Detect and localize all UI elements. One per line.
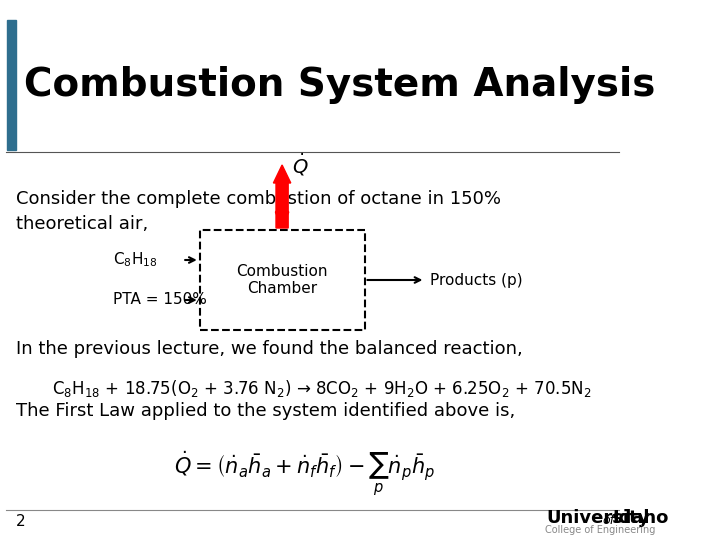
Text: 2: 2 [16,515,25,530]
Text: College of Engineering: College of Engineering [545,525,655,535]
Text: $\dot{Q}$: $\dot{Q}$ [292,151,309,178]
Text: of: of [603,514,614,526]
Text: $\dot{Q} = \left(\dot{n}_a\bar{h}_a + \dot{n}_f\bar{h}_f\right) - \sum_p \dot{n}: $\dot{Q} = \left(\dot{n}_a\bar{h}_a + \d… [174,450,435,498]
Text: Combustion System Analysis: Combustion System Analysis [24,66,656,104]
Text: Combustion
Chamber: Combustion Chamber [236,264,328,296]
Text: $\mathregular{C_8H_{18}}$: $\mathregular{C_8H_{18}}$ [113,251,157,269]
Text: In the previous lecture, we found the balanced reaction,: In the previous lecture, we found the ba… [16,340,523,358]
Text: $\mathregular{C_8H_{18}}$ + 18.75($\mathregular{O_2}$ + 3.76 $\mathregular{N_2}$: $\mathregular{C_8H_{18}}$ + 18.75($\math… [52,378,592,399]
Text: PTA = 150%: PTA = 150% [113,293,207,307]
Bar [7,20,16,150]
Text: Consider the complete combustion of octane in 150%
theoretical air,: Consider the complete combustion of octa… [16,190,500,233]
FancyArrow shape [274,165,291,228]
Bar [199,230,364,330]
Text: The First Law applied to the system identified above is,: The First Law applied to the system iden… [16,402,515,420]
Text: University: University [546,509,650,527]
Text: Products (p): Products (p) [430,273,522,287]
Text: Idaho: Idaho [612,509,668,527]
